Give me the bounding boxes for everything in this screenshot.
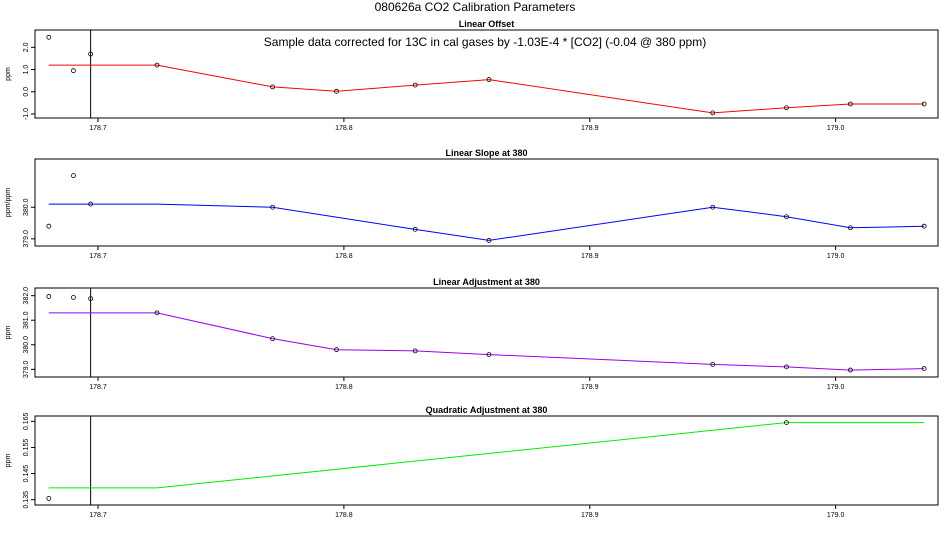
data-point bbox=[270, 84, 275, 90]
x-tick-label: 179.0 bbox=[827, 512, 845, 519]
data-point bbox=[486, 352, 492, 357]
plot-frame bbox=[34, 415, 939, 506]
data-point bbox=[46, 495, 52, 501]
series-line bbox=[48, 203, 925, 241]
x-tick-label: 178.8 bbox=[335, 125, 353, 132]
data-point bbox=[334, 347, 339, 353]
y-tick-label: 381.0 bbox=[23, 311, 30, 329]
plot-frame bbox=[34, 287, 939, 378]
data-point bbox=[710, 110, 716, 116]
data-point bbox=[784, 105, 789, 111]
data-point bbox=[46, 294, 52, 299]
data-point bbox=[71, 294, 76, 300]
data-point bbox=[848, 225, 853, 231]
x-tick-label: 179.0 bbox=[827, 253, 845, 260]
x-tick-label: 178.9 bbox=[581, 125, 599, 132]
plot-frame bbox=[34, 29, 939, 119]
data-point bbox=[921, 366, 927, 371]
series-line bbox=[48, 312, 925, 371]
x-tick-label: 178.8 bbox=[335, 512, 353, 519]
data-point bbox=[784, 364, 789, 370]
data-point bbox=[46, 34, 52, 40]
data-point bbox=[848, 367, 853, 373]
y-tick-label: 2.0 bbox=[23, 42, 30, 52]
data-point bbox=[412, 348, 418, 354]
y-tick-label: 380.0 bbox=[23, 336, 30, 354]
data-point bbox=[486, 238, 492, 243]
y-axis-label: ppm/ppm bbox=[5, 188, 12, 217]
y-tick-label: 0.145 bbox=[23, 465, 30, 483]
x-tick-label: 178.7 bbox=[89, 512, 107, 519]
data-point bbox=[784, 214, 789, 220]
y-tick-label: 382.0 bbox=[23, 287, 30, 305]
y-tick-label: 379.0 bbox=[23, 360, 30, 378]
data-point bbox=[486, 77, 492, 82]
y-tick-label: 379.0 bbox=[23, 230, 30, 248]
data-point bbox=[71, 68, 76, 74]
plot-frame bbox=[34, 158, 939, 247]
data-point bbox=[71, 173, 76, 179]
data-point bbox=[154, 62, 160, 68]
chart-panel: Linear Offset ppm 178.7 178.8 178.9 179.0 -1.0… bbox=[5, 19, 939, 132]
panel-title: Quadratic Adjustment at 380 bbox=[426, 405, 548, 415]
series-line bbox=[48, 422, 925, 489]
y-axis-label: ppm bbox=[5, 326, 12, 340]
data-point bbox=[921, 101, 927, 107]
data-point bbox=[270, 204, 275, 210]
x-tick-label: 178.7 bbox=[89, 125, 107, 132]
data-point bbox=[334, 88, 339, 94]
chart-panel: Linear Adjustment at 380 ppm 178.7 178.8 178… bbox=[5, 277, 939, 391]
x-tick-label: 178.8 bbox=[335, 253, 353, 260]
x-tick-label: 178.8 bbox=[335, 384, 353, 391]
chart-panel: Quadratic Adjustment at 380 ppm 178.7 178.8… bbox=[5, 405, 939, 519]
y-tick-label: 380.0 bbox=[23, 198, 30, 216]
data-point bbox=[921, 223, 927, 229]
y-tick-label: -1.0 bbox=[23, 108, 30, 120]
y-axis-label: ppm bbox=[5, 454, 12, 468]
y-axis-label: ppm bbox=[5, 67, 12, 81]
data-point bbox=[270, 336, 275, 342]
data-point bbox=[412, 82, 418, 88]
panel-title: Linear Slope at 380 bbox=[445, 148, 527, 158]
series-line bbox=[48, 64, 925, 114]
x-tick-label: 179.0 bbox=[827, 125, 845, 132]
chart-panel: Linear Slope at 380 ppm/ppm 178.7 178.8 178.… bbox=[5, 148, 939, 260]
chart-annotation: Sample data corrected for 13C in cal gas… bbox=[264, 35, 706, 49]
x-tick-label: 179.0 bbox=[827, 384, 845, 391]
data-point bbox=[710, 362, 716, 367]
panel-title: Linear Adjustment at 380 bbox=[433, 277, 540, 287]
chart-panels: Linear Offset ppm 178.7 178.8 178.9 179.0 -1.0… bbox=[5, 19, 939, 519]
x-tick-label: 178.7 bbox=[89, 253, 107, 260]
y-tick-label: 0.165 bbox=[23, 412, 30, 430]
data-point bbox=[88, 51, 94, 57]
y-tick-label: 1.0 bbox=[23, 65, 30, 75]
data-point bbox=[848, 101, 853, 107]
figure-title: 080626a CO2 Calibration Parameters bbox=[375, 0, 576, 14]
data-point bbox=[88, 201, 94, 207]
data-point bbox=[710, 204, 716, 210]
data-point bbox=[88, 296, 94, 302]
data-point bbox=[412, 226, 418, 232]
data-point bbox=[46, 223, 52, 229]
x-tick-label: 178.9 bbox=[581, 512, 599, 519]
panel-title: Linear Offset bbox=[459, 19, 515, 29]
y-tick-label: 0.155 bbox=[23, 439, 30, 457]
x-tick-label: 178.9 bbox=[581, 253, 599, 260]
data-point bbox=[154, 310, 160, 316]
x-tick-label: 178.9 bbox=[581, 384, 599, 391]
y-tick-label: 0.135 bbox=[23, 491, 30, 509]
x-tick-label: 178.7 bbox=[89, 384, 107, 391]
data-point bbox=[784, 420, 789, 426]
y-tick-label: 0.0 bbox=[23, 87, 30, 97]
